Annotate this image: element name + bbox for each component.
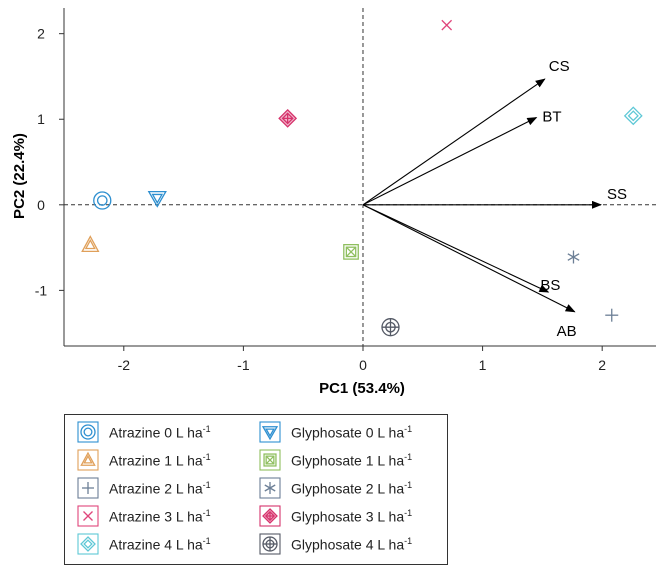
point-double-circle-0 [93,191,112,210]
point-nested-down-triangle-5 [147,190,167,208]
x-tick-label: -1 [237,357,250,373]
point-asterisk-7 [567,250,580,264]
legend-item: Atrazine 2 L ha-1 [77,477,211,499]
x-axis-ticks: -2 -1 0 1 2 [118,346,606,373]
legend-item: Atrazine 3 L ha-1 [77,505,211,527]
legend-item: Glyphosate 3 L ha-1 [259,505,412,527]
x-tick-label: 1 [479,357,487,373]
legend-label-superscript: -1 [404,479,413,490]
legend-item: Glyphosate 0 L ha-1 [259,421,412,443]
legend-label: Atrazine 1 L ha-1 [109,451,211,469]
vector-cs [362,78,546,206]
legend-label-superscript: -1 [202,535,211,546]
x-tick-label: 2 [598,357,606,373]
legend-symbol-cross [77,505,99,527]
y-tick-label: -1 [35,282,48,298]
score-points [81,19,643,337]
legend-symbol-double-circle [77,421,99,443]
legend: Atrazine 0 L ha-1 Atrazine 1 L ha-1 Atrazi… [64,414,448,565]
legend-symbol-filled-diamond-plus [259,505,281,527]
legend-label: Glyphosate 4 L ha-1 [291,535,413,553]
legend-label: Atrazine 3 L ha-1 [109,507,211,525]
legend-label: Glyphosate 0 L ha-1 [291,423,413,441]
vector-bs [362,204,550,293]
plot-frame [63,8,656,347]
legend-label-superscript: -1 [404,507,413,518]
y-tick-label: 2 [37,26,45,42]
legend-symbol-plus [77,477,99,499]
legend-label-superscript: -1 [404,451,413,462]
legend-label-superscript: -1 [202,479,211,490]
x-tick-label: -2 [118,357,131,373]
legend-item: Glyphosate 4 L ha-1 [259,533,412,555]
loading-vectors: CS BT SS BS AB [362,58,627,340]
vector-label-ab: AB [557,323,577,340]
y-axis-title: PC2 (22.4%) [11,133,28,219]
legend-label-superscript: -1 [202,451,211,462]
legend-label: Glyphosate 1 L ha-1 [291,451,413,469]
legend-item: Glyphosate 2 L ha-1 [259,477,412,499]
legend-label-superscript: -1 [202,423,211,434]
legend-item: Atrazine 1 L ha-1 [77,449,211,471]
legend-symbol-nested-diamond [77,533,99,555]
legend-symbol-circle-plus [259,533,281,555]
vector-label-cs: CS [549,58,570,75]
legend-label: Glyphosate 3 L ha-1 [291,507,413,525]
legend-label: Atrazine 4 L ha-1 [109,535,211,553]
pca-biplot: -2 -1 0 1 2 -1 0 1 2 CS BT SS BS AB PC1 (53.4%) PC2… [11,8,656,397]
vector-label-bs: BS [540,277,560,294]
point-filled-diamond-plus-8 [278,108,298,128]
y-tick-label: 1 [37,111,45,127]
point-circle-plus-9 [381,318,400,337]
legend-label: Glyphosate 2 L ha-1 [291,479,413,497]
legend-item: Atrazine 0 L ha-1 [77,421,211,443]
point-cross-3 [441,19,453,31]
legend-label-superscript: -1 [202,507,211,518]
legend-symbol-boxed-x [259,449,281,471]
x-tick-label: 0 [359,357,367,373]
legend-label: Atrazine 0 L ha-1 [109,423,211,441]
vector-bt [362,117,538,206]
legend-symbol-asterisk [259,477,281,499]
legend-item: Glyphosate 1 L ha-1 [259,449,412,471]
vector-label-bt: BT [542,109,561,126]
point-nested-triangle-1 [81,235,100,253]
vector-label-ss: SS [607,186,627,203]
point-boxed-x-6 [343,243,359,260]
y-axis-ticks: -1 0 1 2 [35,26,64,298]
legend-label-superscript: -1 [404,423,413,434]
point-nested-diamond-4 [623,106,643,126]
legend-symbol-nested-triangle [77,449,99,471]
x-axis-title: PC1 (53.4%) [319,380,405,397]
point-plus-2 [605,308,619,322]
legend-symbol-nested-down-triangle [259,421,281,443]
y-tick-label: 0 [37,197,45,213]
legend-item: Atrazine 4 L ha-1 [77,533,211,555]
legend-label-superscript: -1 [404,535,413,546]
legend-label: Atrazine 2 L ha-1 [109,479,211,497]
vector-ab [362,204,576,313]
